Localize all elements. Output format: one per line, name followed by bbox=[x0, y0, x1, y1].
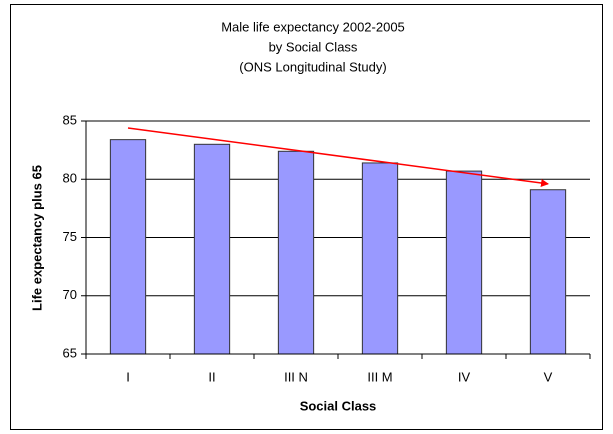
trend-arrow bbox=[127, 127, 549, 187]
x-tick-label: III M bbox=[367, 369, 392, 384]
bar bbox=[445, 170, 483, 355]
y-tick-label: 80 bbox=[63, 171, 77, 186]
y-tick-label: 75 bbox=[63, 229, 77, 244]
x-tick-label: V bbox=[544, 369, 553, 384]
bar bbox=[529, 189, 567, 355]
x-tick-label: III N bbox=[284, 369, 308, 384]
y-tick-label: 70 bbox=[63, 287, 77, 302]
y-tick-label: 85 bbox=[63, 112, 77, 127]
y-axis-label: Life expectancy plus 65 bbox=[29, 165, 44, 311]
x-tick-label: I bbox=[126, 369, 130, 384]
x-axis-label: Social Class bbox=[300, 398, 377, 413]
x-tick-label: IV bbox=[458, 369, 471, 384]
bar bbox=[193, 143, 231, 355]
x-tick-label: II bbox=[208, 369, 215, 384]
bar bbox=[361, 162, 399, 355]
chart-title: by Social Class bbox=[269, 39, 358, 54]
bar bbox=[109, 139, 147, 355]
chart-title: Male life expectancy 2002-2005 bbox=[221, 19, 405, 34]
bar bbox=[277, 150, 315, 355]
chart-title: (ONS Longitudinal Study) bbox=[239, 59, 386, 74]
y-tick-label: 65 bbox=[63, 345, 77, 360]
